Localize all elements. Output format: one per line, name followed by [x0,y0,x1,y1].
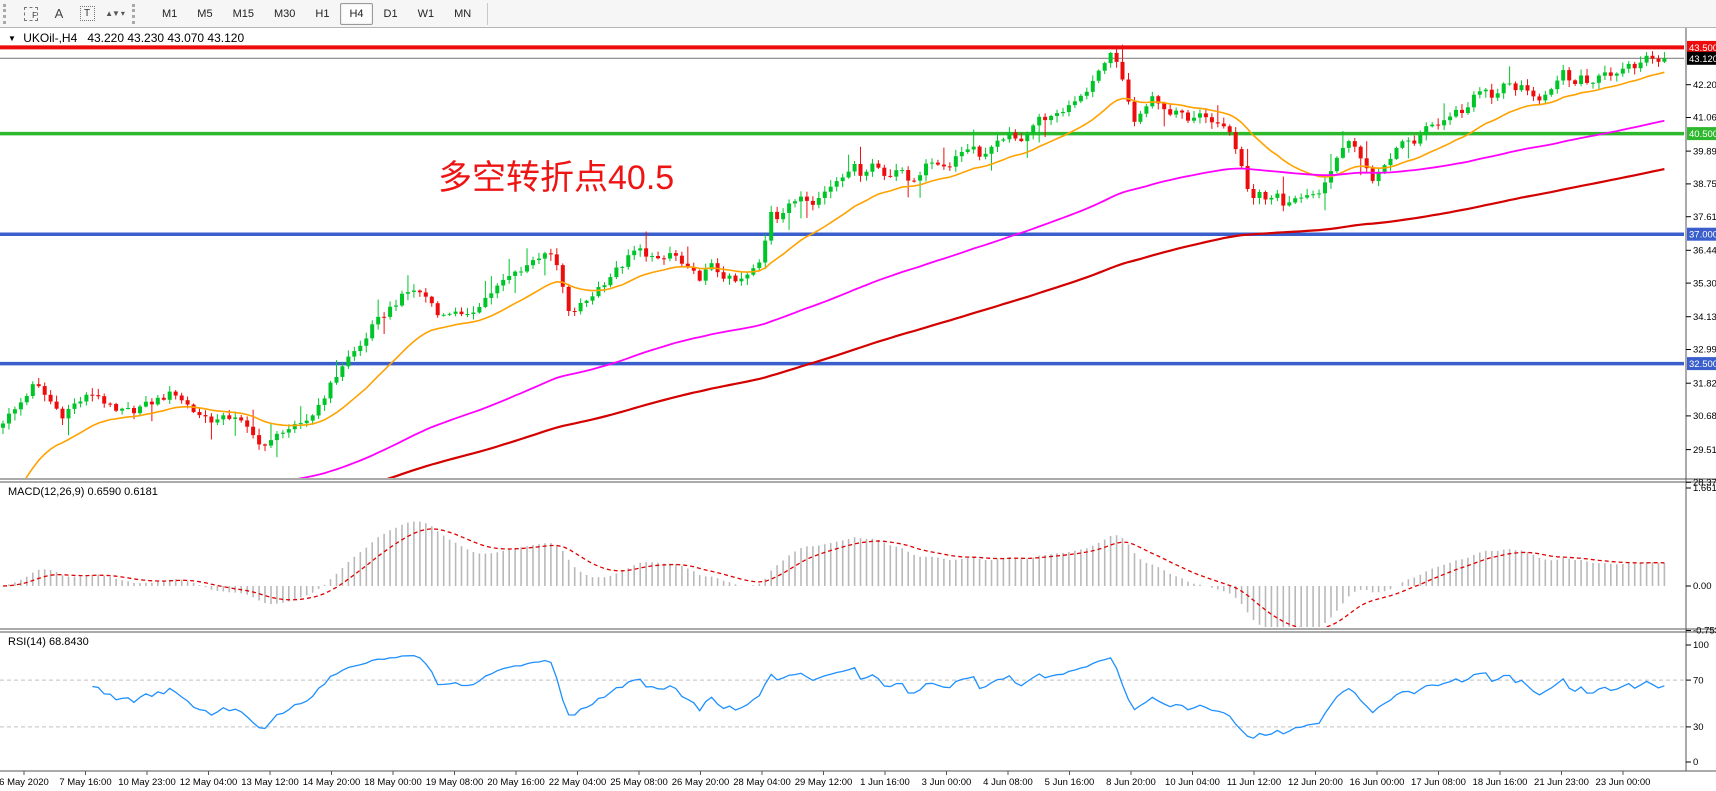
svg-text:34.130: 34.130 [1693,312,1716,323]
moving-average-lines [25,71,1665,478]
timeframe-button-H1[interactable]: H1 [315,7,330,20]
toolbar-separator [487,2,489,25]
svg-text:42.200: 42.200 [1693,80,1716,91]
svg-text:32.990: 32.990 [1693,345,1716,356]
svg-text:100: 100 [1693,640,1709,651]
svg-text:35.300: 35.300 [1693,278,1716,289]
timeframe-button-M1[interactable]: M1 [162,7,178,20]
svg-text:10 May 23:00: 10 May 23:00 [118,777,176,788]
svg-text:13 May 12:00: 13 May 12:00 [241,777,299,788]
chart-ohlc-quote: 43.220 43.230 43.070 43.120 [87,31,245,45]
svg-text:30: 30 [1693,722,1704,733]
rsi-panel-plot[interactable] [0,654,1686,739]
chart-symbol-label: UKOil-,H4 [23,31,78,45]
svg-text:14 May 20:00: 14 May 20:00 [303,777,361,788]
text-icon[interactable]: A [46,2,72,26]
fibonacci-glyph: F [24,6,38,21]
svg-text:0.00: 0.00 [1693,581,1712,592]
text-glyph: A [54,6,64,21]
chevron-down-icon[interactable]: ▾ [120,9,125,18]
arrows-icon[interactable]: ▲▼ ▾ [102,2,128,26]
svg-text:5 Jun 16:00: 5 Jun 16:00 [1045,777,1095,788]
svg-text:18 Jun 16:00: 18 Jun 16:00 [1473,777,1528,788]
svg-text:10 Jun 04:00: 10 Jun 04:00 [1165,777,1220,788]
svg-text:41.060: 41.060 [1693,113,1716,124]
toolbar-drag-handle-2[interactable] [132,3,142,24]
timeframe-button-M5[interactable]: M5 [197,7,213,20]
svg-text:22 May 04:00: 22 May 04:00 [549,777,607,788]
svg-text:21 Jun 23:00: 21 Jun 23:00 [1534,777,1589,788]
svg-text:12 May 04:00: 12 May 04:00 [180,777,238,788]
candlestick-plot[interactable] [1,44,1667,458]
svg-text:18 May 00:00: 18 May 00:00 [364,777,422,788]
svg-text:20 May 16:00: 20 May 16:00 [487,777,545,788]
svg-text:29.510: 29.510 [1693,445,1716,456]
macd-panel-plot[interactable] [2,521,1666,636]
macd-indicator-label: MACD(12,26,9) 0.6590 0.6181 [8,486,158,498]
timeframe-button-H4[interactable]: H4 [340,2,373,25]
svg-text:30.680: 30.680 [1693,411,1716,422]
svg-text:28 May 04:00: 28 May 04:00 [733,777,791,788]
svg-text:6 May 2020: 6 May 2020 [0,777,49,788]
toolbar: F A T ▲▼ ▾ M1 M5 M15 M30 H1 H4 D1 W1 MN [0,0,1716,28]
svg-text:3 Jun 00:00: 3 Jun 00:00 [922,777,972,788]
svg-text:29 May 12:00: 29 May 12:00 [795,777,853,788]
svg-text:37.000: 37.000 [1689,230,1716,241]
text-label-icon[interactable]: T [74,2,100,26]
time-axis[interactable]: 6 May 2020 7 May 16:00 10 May 23:00 12 May … [0,771,1650,788]
timeframe-button-M15[interactable]: M15 [232,7,254,20]
arrows-glyph: ▲▼ [105,9,120,18]
price-axis[interactable]: 42.200 41.060 39.890 38.750 37.610 36.440 35.3… [1686,40,1716,768]
horizontal-level-lines[interactable] [0,45,1686,366]
panel-frames [0,28,1716,772]
svg-text:17 Jun 08:00: 17 Jun 08:00 [1411,777,1466,788]
svg-text:12 Jun 20:00: 12 Jun 20:00 [1288,777,1343,788]
timeframe-button-D1[interactable]: D1 [383,7,398,20]
svg-text:11 Jun 12:00: 11 Jun 12:00 [1227,777,1281,788]
chart-title: ▼ UKOil-,H4 43.220 43.230 43.070 43.120 [8,31,244,45]
svg-text:43.500: 43.500 [1689,43,1716,54]
timeframe-button-W1[interactable]: W1 [417,7,435,20]
svg-text:25 May 08:00: 25 May 08:00 [610,777,668,788]
svg-text:7 May 16:00: 7 May 16:00 [59,777,111,788]
chart-annotation-text: 多空转折点40.5 [438,159,675,197]
chart-collapse-icon[interactable]: ▼ [8,34,16,43]
svg-text:8 Jun 20:00: 8 Jun 20:00 [1106,777,1156,788]
timeframe-toolbar: M1 M5 M15 M30 H1 H4 D1 W1 MN [152,2,481,25]
svg-text:26 May 20:00: 26 May 20:00 [672,777,730,788]
svg-text:16 Jun 00:00: 16 Jun 00:00 [1350,777,1405,788]
svg-text:4 Jun 08:00: 4 Jun 08:00 [983,777,1033,788]
svg-text:19 May 08:00: 19 May 08:00 [426,777,484,788]
timeframe-button-M30[interactable]: M30 [273,7,296,20]
svg-text:36.440: 36.440 [1693,246,1716,257]
svg-text:70: 70 [1693,675,1704,686]
svg-text:32.500: 32.500 [1689,359,1716,370]
svg-text:23 Jun 00:00: 23 Jun 00:00 [1596,777,1651,788]
svg-text:0: 0 [1693,757,1698,768]
svg-text:43.120: 43.120 [1689,54,1716,65]
toolbar-drag-handle[interactable] [3,3,13,24]
svg-text:40.500: 40.500 [1689,129,1716,140]
svg-text:37.610: 37.610 [1693,212,1716,223]
svg-text:28.370: 28.370 [1693,478,1716,489]
svg-text:1.6614: 1.6614 [1693,483,1716,494]
svg-text:38.750: 38.750 [1693,179,1716,190]
timeframe-button-MN[interactable]: MN [454,7,472,20]
svg-text:-0.7534: -0.7534 [1693,626,1716,637]
text-label-glyph: T [79,6,95,21]
svg-text:1 Jun 16:00: 1 Jun 16:00 [860,777,910,788]
rsi-indicator-label: RSI(14) 68.8430 [8,636,89,648]
svg-text:31.820: 31.820 [1693,378,1716,389]
fibonacci-icon[interactable]: F [18,2,44,26]
svg-text:39.890: 39.890 [1693,146,1716,157]
